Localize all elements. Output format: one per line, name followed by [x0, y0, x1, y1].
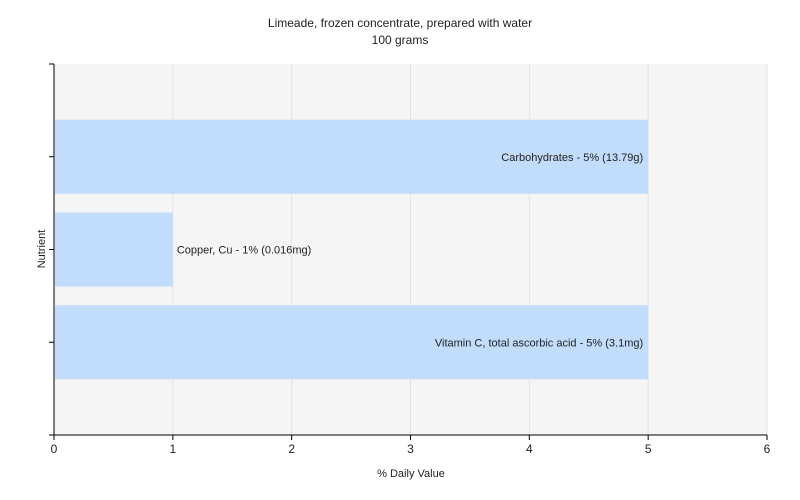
bar — [55, 212, 173, 287]
x-tick-label: 5 — [645, 442, 652, 456]
bar-data-label: Vitamin C, total ascorbic acid - 5% (3.1… — [435, 337, 643, 349]
x-tick-label: 1 — [169, 442, 176, 456]
chart-subtitle: 100 grams — [372, 33, 429, 47]
x-tick-label: 3 — [407, 442, 414, 456]
x-tick-label: 6 — [764, 442, 771, 456]
chart-title: Limeade, frozen concentrate, prepared wi… — [268, 16, 532, 30]
bar — [55, 119, 649, 194]
x-axis-label: % Daily Value — [377, 468, 445, 480]
x-tick-label: 2 — [288, 442, 295, 456]
bar-data-label: Carbohydrates - 5% (13.79g) — [501, 152, 643, 164]
x-tick-label: 4 — [526, 442, 533, 456]
bar-data-label: Copper, Cu - 1% (0.016mg) — [177, 245, 312, 257]
x-tick-label: 0 — [51, 442, 58, 456]
bar — [55, 305, 649, 380]
y-axis-label: Nutrient — [36, 230, 48, 269]
